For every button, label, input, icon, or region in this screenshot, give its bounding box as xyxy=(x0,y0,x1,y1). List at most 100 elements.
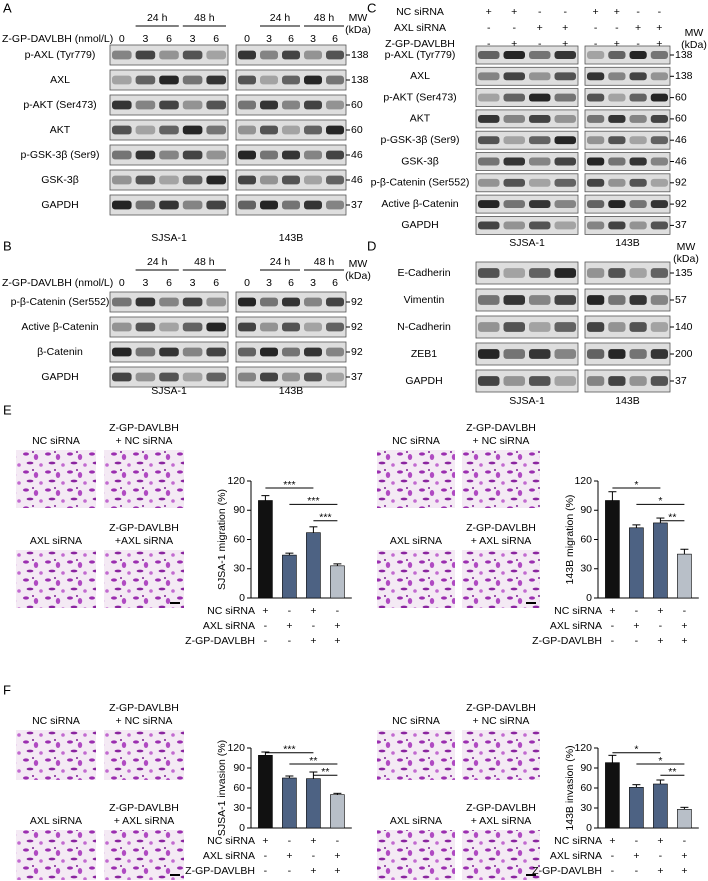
band xyxy=(260,100,278,110)
band xyxy=(629,322,647,332)
image-label: Z-GP-DAVLBH xyxy=(466,422,536,434)
band xyxy=(159,50,179,60)
mw-value: 135 xyxy=(675,267,693,279)
mw-value: 60 xyxy=(675,91,687,103)
band xyxy=(135,150,156,160)
band xyxy=(260,75,278,85)
band xyxy=(650,200,668,209)
micrograph xyxy=(377,450,455,508)
band xyxy=(159,200,179,210)
mw-value: 92 xyxy=(351,346,363,358)
band xyxy=(182,100,203,110)
band xyxy=(608,72,626,81)
panel-label: D xyxy=(367,238,376,253)
treatment: Z-GP-DAVLBH (nmol/L) xyxy=(2,277,113,289)
band xyxy=(478,268,500,278)
mw-header: (kDa) xyxy=(345,24,371,36)
y-axis-label: SJSA-1 migration (%) xyxy=(216,489,228,590)
band xyxy=(587,200,605,209)
image-label: NC siRNA xyxy=(392,715,440,727)
band xyxy=(529,93,551,102)
band xyxy=(282,200,300,210)
protein-name: AXL xyxy=(50,74,70,86)
band xyxy=(503,200,525,209)
condition-name: NC siRNA xyxy=(396,6,444,18)
sign: + xyxy=(286,850,292,862)
band xyxy=(478,51,500,59)
band xyxy=(503,72,525,81)
bar xyxy=(653,783,668,829)
sign: + xyxy=(511,6,517,18)
band xyxy=(554,178,576,187)
micrograph xyxy=(462,550,540,608)
sign: + xyxy=(310,865,316,877)
mw-value: 138 xyxy=(675,70,693,82)
cell-line: 143B xyxy=(279,385,304,397)
sign: + xyxy=(334,865,340,877)
cell-line: 143B xyxy=(615,395,640,407)
image-label: + AXL siRNA xyxy=(114,815,175,827)
band xyxy=(529,72,551,81)
bar xyxy=(330,794,345,829)
significance-label: * xyxy=(634,479,638,491)
mw-value: 37 xyxy=(351,199,363,211)
micrograph xyxy=(462,830,540,880)
image-label: Z-GP-DAVLBH xyxy=(109,522,179,534)
protein-name: p-AKT (Ser473) xyxy=(23,99,96,111)
significance-label: *** xyxy=(307,495,319,507)
band xyxy=(529,322,551,332)
y-tick-label: 0 xyxy=(586,822,592,834)
sign: - xyxy=(513,22,517,34)
band xyxy=(629,268,647,278)
band xyxy=(182,150,203,160)
image-label: NC siRNA xyxy=(392,435,440,447)
sign: + xyxy=(562,22,568,34)
band xyxy=(650,114,668,123)
dose: 3 xyxy=(266,33,272,45)
band xyxy=(503,93,525,102)
band xyxy=(608,349,626,359)
band xyxy=(478,114,500,123)
bar xyxy=(605,500,620,599)
cell-line: SJSA-1 xyxy=(151,232,187,244)
image-label: AXL siRNA xyxy=(30,815,82,827)
band xyxy=(282,297,300,307)
time: 24 h xyxy=(147,256,168,268)
band xyxy=(159,150,179,160)
band xyxy=(587,136,605,145)
y-tick-label: 120 xyxy=(574,475,592,487)
y-tick-label: 90 xyxy=(580,504,592,516)
sign: + xyxy=(656,22,662,34)
band xyxy=(238,297,256,307)
bar xyxy=(258,755,273,829)
blot-frame xyxy=(109,169,229,191)
image-label: Z-GP-DAVLBH xyxy=(466,702,536,714)
micrograph xyxy=(462,450,540,508)
band xyxy=(182,322,203,332)
micrograph xyxy=(377,830,455,880)
band xyxy=(554,221,576,230)
sign: - xyxy=(683,835,687,847)
panel-label: F xyxy=(3,682,11,697)
sign: + xyxy=(310,605,316,617)
dose: 6 xyxy=(288,33,294,45)
condition-name: NC siRNA xyxy=(207,605,255,617)
band xyxy=(629,51,647,59)
band xyxy=(529,268,551,278)
band xyxy=(587,295,605,305)
sign: + xyxy=(609,835,615,847)
band xyxy=(182,297,203,307)
mw-value: 92 xyxy=(351,296,363,308)
band xyxy=(304,297,322,307)
band xyxy=(608,322,626,332)
dose: 0 xyxy=(119,33,125,45)
mw-value: 57 xyxy=(675,294,687,306)
band xyxy=(326,200,344,210)
image-label: + AXL siRNA xyxy=(471,815,532,827)
band xyxy=(182,372,203,382)
image-label: Z-GP-DAVLBH xyxy=(109,422,179,434)
band xyxy=(206,175,226,185)
band xyxy=(629,200,647,209)
protein-name: GAPDH xyxy=(401,219,438,231)
